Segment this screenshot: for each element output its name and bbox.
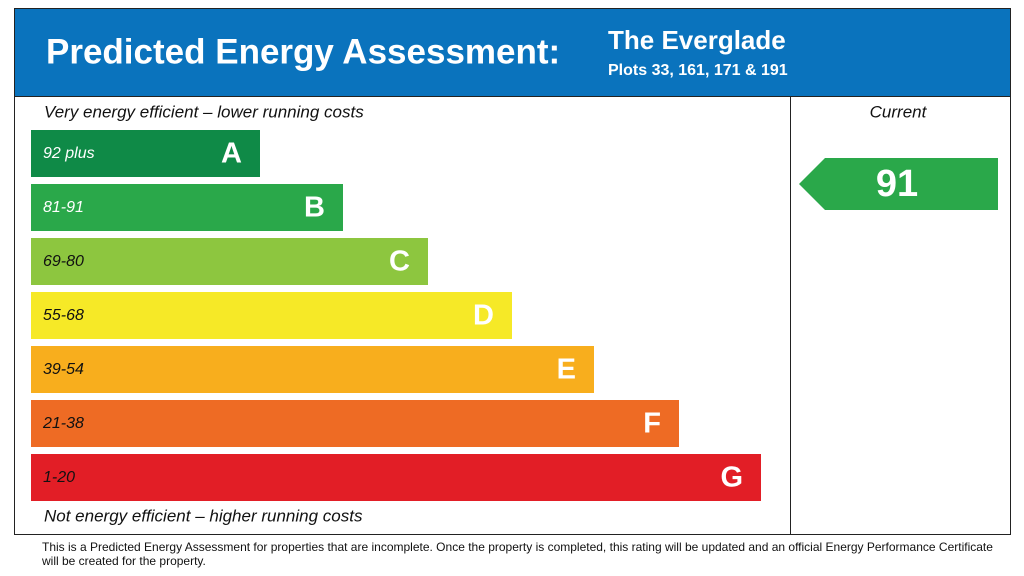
band-letter: G (720, 462, 743, 494)
title: Predicted Energy Assessment: (46, 32, 560, 71)
band-bar (31, 184, 343, 231)
plots: Plots 33, 161, 171 & 191 (608, 62, 788, 79)
band-range: 39-54 (43, 361, 84, 378)
band-range: 21-38 (42, 415, 84, 432)
current-value: 91 (876, 163, 918, 205)
band-letter: F (643, 408, 661, 440)
footer-text: This is a Predicted Energy Assessment fo… (42, 540, 993, 568)
top-note: Very energy efficient – lower running co… (44, 102, 364, 121)
band-range: 55-68 (43, 307, 84, 324)
current-arrow (799, 158, 998, 210)
band-bar (31, 346, 594, 393)
band-bar (31, 454, 761, 501)
band-bar (31, 130, 260, 177)
band-bar (31, 400, 679, 447)
band-range: 1-20 (43, 469, 75, 486)
band-range: 81-91 (43, 199, 84, 216)
current-label: Current (870, 102, 928, 121)
band-letter: B (304, 192, 325, 224)
band-letter: A (221, 138, 242, 170)
band-letter: C (389, 246, 410, 278)
header-bar (15, 9, 1010, 96)
band-letter: D (473, 300, 494, 332)
band-range: 92 plus (43, 145, 95, 162)
bottom-note: Not energy efficient – higher running co… (44, 506, 363, 525)
band-range: 69-80 (43, 253, 84, 270)
property-name: The Everglade (608, 25, 786, 55)
band-letter: E (557, 354, 576, 386)
epc-graphic: Predicted Energy Assessment: The Evergla… (14, 8, 1011, 535)
bands: 92 plus A 81-91 B 69-80 C 55-68 D 39-54 E 21-38 F 1-… (31, 130, 761, 501)
band-bar (31, 292, 512, 339)
band-bar (31, 238, 428, 285)
